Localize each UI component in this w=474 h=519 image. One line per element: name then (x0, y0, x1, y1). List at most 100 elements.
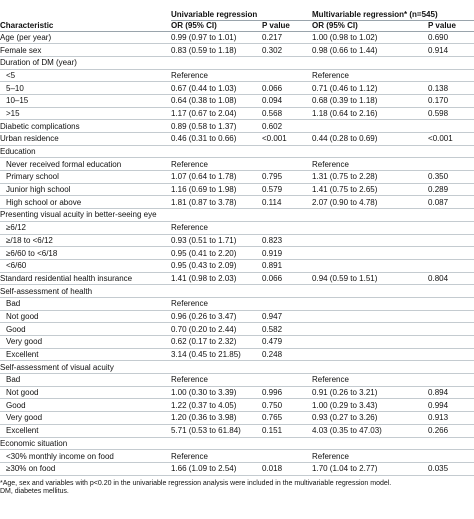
univariable-or-cell (171, 361, 262, 374)
univariable-p-cell: 0.568 (262, 107, 312, 120)
univariable-or-cell (171, 285, 262, 298)
multivariable-or-cell (312, 56, 428, 69)
multivariable-or-cell (312, 285, 428, 298)
table-row: Excellent 5.71 (0.53 to 61.84) 0.151 4.03 (… (0, 424, 474, 437)
multivariable-or-cell (312, 259, 428, 272)
row-label: 10–15 (0, 94, 171, 107)
row-label: Excellent (0, 348, 171, 361)
table-row: Good 1.22 (0.37 to 4.05) 0.750 1.00 (0.29 t… (0, 399, 474, 412)
multivariable-or-cell: 1.00 (0.29 to 3.43) (312, 399, 428, 412)
row-label: ≥6/12 (0, 221, 171, 234)
multivariable-p-cell: 0.035 (428, 462, 474, 475)
multivariable-or-cell (312, 310, 428, 323)
univariable-p-cell: 0.947 (262, 310, 312, 323)
row-label: Urban residence (0, 133, 171, 146)
multivariable-or-cell: 0.98 (0.66 to 1.44) (312, 44, 428, 57)
univariable-or-cell: Reference (171, 69, 262, 82)
row-label: Self-assessment of visual acuity (0, 361, 171, 374)
multivariable-or-cell: 0.94 (0.59 to 1.51) (312, 272, 428, 285)
row-label: Presenting visual acuity in better-seein… (0, 209, 171, 222)
multivariable-or-cell (312, 221, 428, 234)
row-label: Very good (0, 336, 171, 349)
multivariable-p-cell (428, 158, 474, 171)
multivariable-or-cell: 1.41 (0.75 to 2.65) (312, 183, 428, 196)
table-row: Age (per year) 0.99 (0.97 to 1.01) 0.217 1.… (0, 31, 474, 44)
row-label: 5–10 (0, 82, 171, 95)
multivariable-p-cell (428, 374, 474, 387)
table-row: High school or above 1.81 (0.87 to 3.78) 0… (0, 196, 474, 209)
univariable-or-cell (171, 145, 262, 158)
table-row: Female sex 0.83 (0.59 to 1.18) 0.302 0.98 (… (0, 44, 474, 57)
univariable-p-cell (262, 374, 312, 387)
univariable-or-cell: 1.16 (0.69 to 1.98) (171, 183, 262, 196)
multivariable-or-cell: 0.44 (0.28 to 0.69) (312, 133, 428, 146)
univariable-p-cell: 0.891 (262, 259, 312, 272)
univariable-or-cell: Reference (171, 158, 262, 171)
univariable-or-cell: 0.96 (0.26 to 3.47) (171, 310, 262, 323)
table-row: ≥30% on food 1.66 (1.09 to 2.54) 0.018 1.70… (0, 462, 474, 475)
row-label: Age (per year) (0, 31, 171, 44)
row-label: Self-assessment of health (0, 285, 171, 298)
table-row: ≥6/60 to <6/18 0.95 (0.41 to 2.20) 0.919 (0, 247, 474, 260)
multivariable-or-cell (312, 234, 428, 247)
multivariable-or-cell (312, 209, 428, 222)
multivariable-or-cell: 0.71 (0.46 to 1.12) (312, 82, 428, 95)
univariable-p-cell: 0.018 (262, 462, 312, 475)
univariable-or-cell: 0.95 (0.41 to 2.20) (171, 247, 262, 260)
univariable-or-cell: 0.67 (0.44 to 1.03) (171, 82, 262, 95)
row-label: Junior high school (0, 183, 171, 196)
multivariable-p-cell (428, 145, 474, 158)
multivariable-or-cell (312, 361, 428, 374)
multivariable-or-cell: 0.68 (0.39 to 1.18) (312, 94, 428, 107)
header-univariable: Univariable regression (171, 0, 312, 20)
header-multivariable-p: P value (428, 20, 474, 31)
multivariable-p-cell: <0.001 (428, 133, 474, 146)
univariable-or-cell: Reference (171, 221, 262, 234)
multivariable-p-cell: 0.350 (428, 171, 474, 184)
multivariable-p-cell (428, 450, 474, 463)
table-row: >15 1.17 (0.67 to 2.04) 0.568 1.18 (0.64 to… (0, 107, 474, 120)
multivariable-or-cell: Reference (312, 450, 428, 463)
multivariable-p-cell: 0.170 (428, 94, 474, 107)
univariable-p-cell (262, 450, 312, 463)
multivariable-or-cell (312, 437, 428, 450)
univariable-p-cell (262, 158, 312, 171)
header-characteristic: Characteristic (0, 0, 171, 31)
row-label: <30% monthly income on food (0, 450, 171, 463)
univariable-p-cell (262, 209, 312, 222)
univariable-or-cell: 1.81 (0.87 to 3.78) (171, 196, 262, 209)
table-row: Very good 0.62 (0.17 to 2.32) 0.479 (0, 336, 474, 349)
univariable-or-cell: 5.71 (0.53 to 61.84) (171, 424, 262, 437)
header-univariable-or: OR (95% CI) (171, 20, 262, 31)
multivariable-p-cell (428, 348, 474, 361)
table-row: Presenting visual acuity in better-seein… (0, 209, 474, 222)
univariable-or-cell: 0.62 (0.17 to 2.32) (171, 336, 262, 349)
univariable-p-cell: 0.765 (262, 412, 312, 425)
row-label: ≥6/60 to <6/18 (0, 247, 171, 260)
univariable-p-cell (262, 221, 312, 234)
header-multivariable: Multivariable regression* (n=545) (312, 0, 474, 20)
multivariable-p-cell (428, 69, 474, 82)
table-row: Primary school 1.07 (0.64 to 1.78) 0.795 1.… (0, 171, 474, 184)
table-footnotes: *Age, sex and variables with p<0.20 in t… (0, 480, 474, 497)
row-label: ≥/18 to <6/12 (0, 234, 171, 247)
multivariable-p-cell: 0.289 (428, 183, 474, 196)
multivariable-or-cell: 1.00 (0.98 to 1.02) (312, 31, 428, 44)
univariable-or-cell: 0.64 (0.38 to 1.08) (171, 94, 262, 107)
multivariable-or-cell: 1.18 (0.64 to 2.16) (312, 107, 428, 120)
multivariable-p-cell (428, 209, 474, 222)
multivariable-or-cell (312, 297, 428, 310)
row-label: High school or above (0, 196, 171, 209)
row-label: Diabetic complications (0, 120, 171, 133)
regression-table-figure: Characteristic Univariable regression Mu… (0, 0, 474, 497)
univariable-or-cell: 3.14 (0.45 to 21.85) (171, 348, 262, 361)
multivariable-p-cell: 0.804 (428, 272, 474, 285)
multivariable-p-cell: 0.087 (428, 196, 474, 209)
table-row: Economic situation (0, 437, 474, 450)
univariable-or-cell (171, 56, 262, 69)
footnote-model: *Age, sex and variables with p<0.20 in t… (0, 480, 474, 489)
univariable-p-cell: 0.750 (262, 399, 312, 412)
multivariable-or-cell: Reference (312, 158, 428, 171)
row-label: Never received formal education (0, 158, 171, 171)
univariable-p-cell: 0.602 (262, 120, 312, 133)
